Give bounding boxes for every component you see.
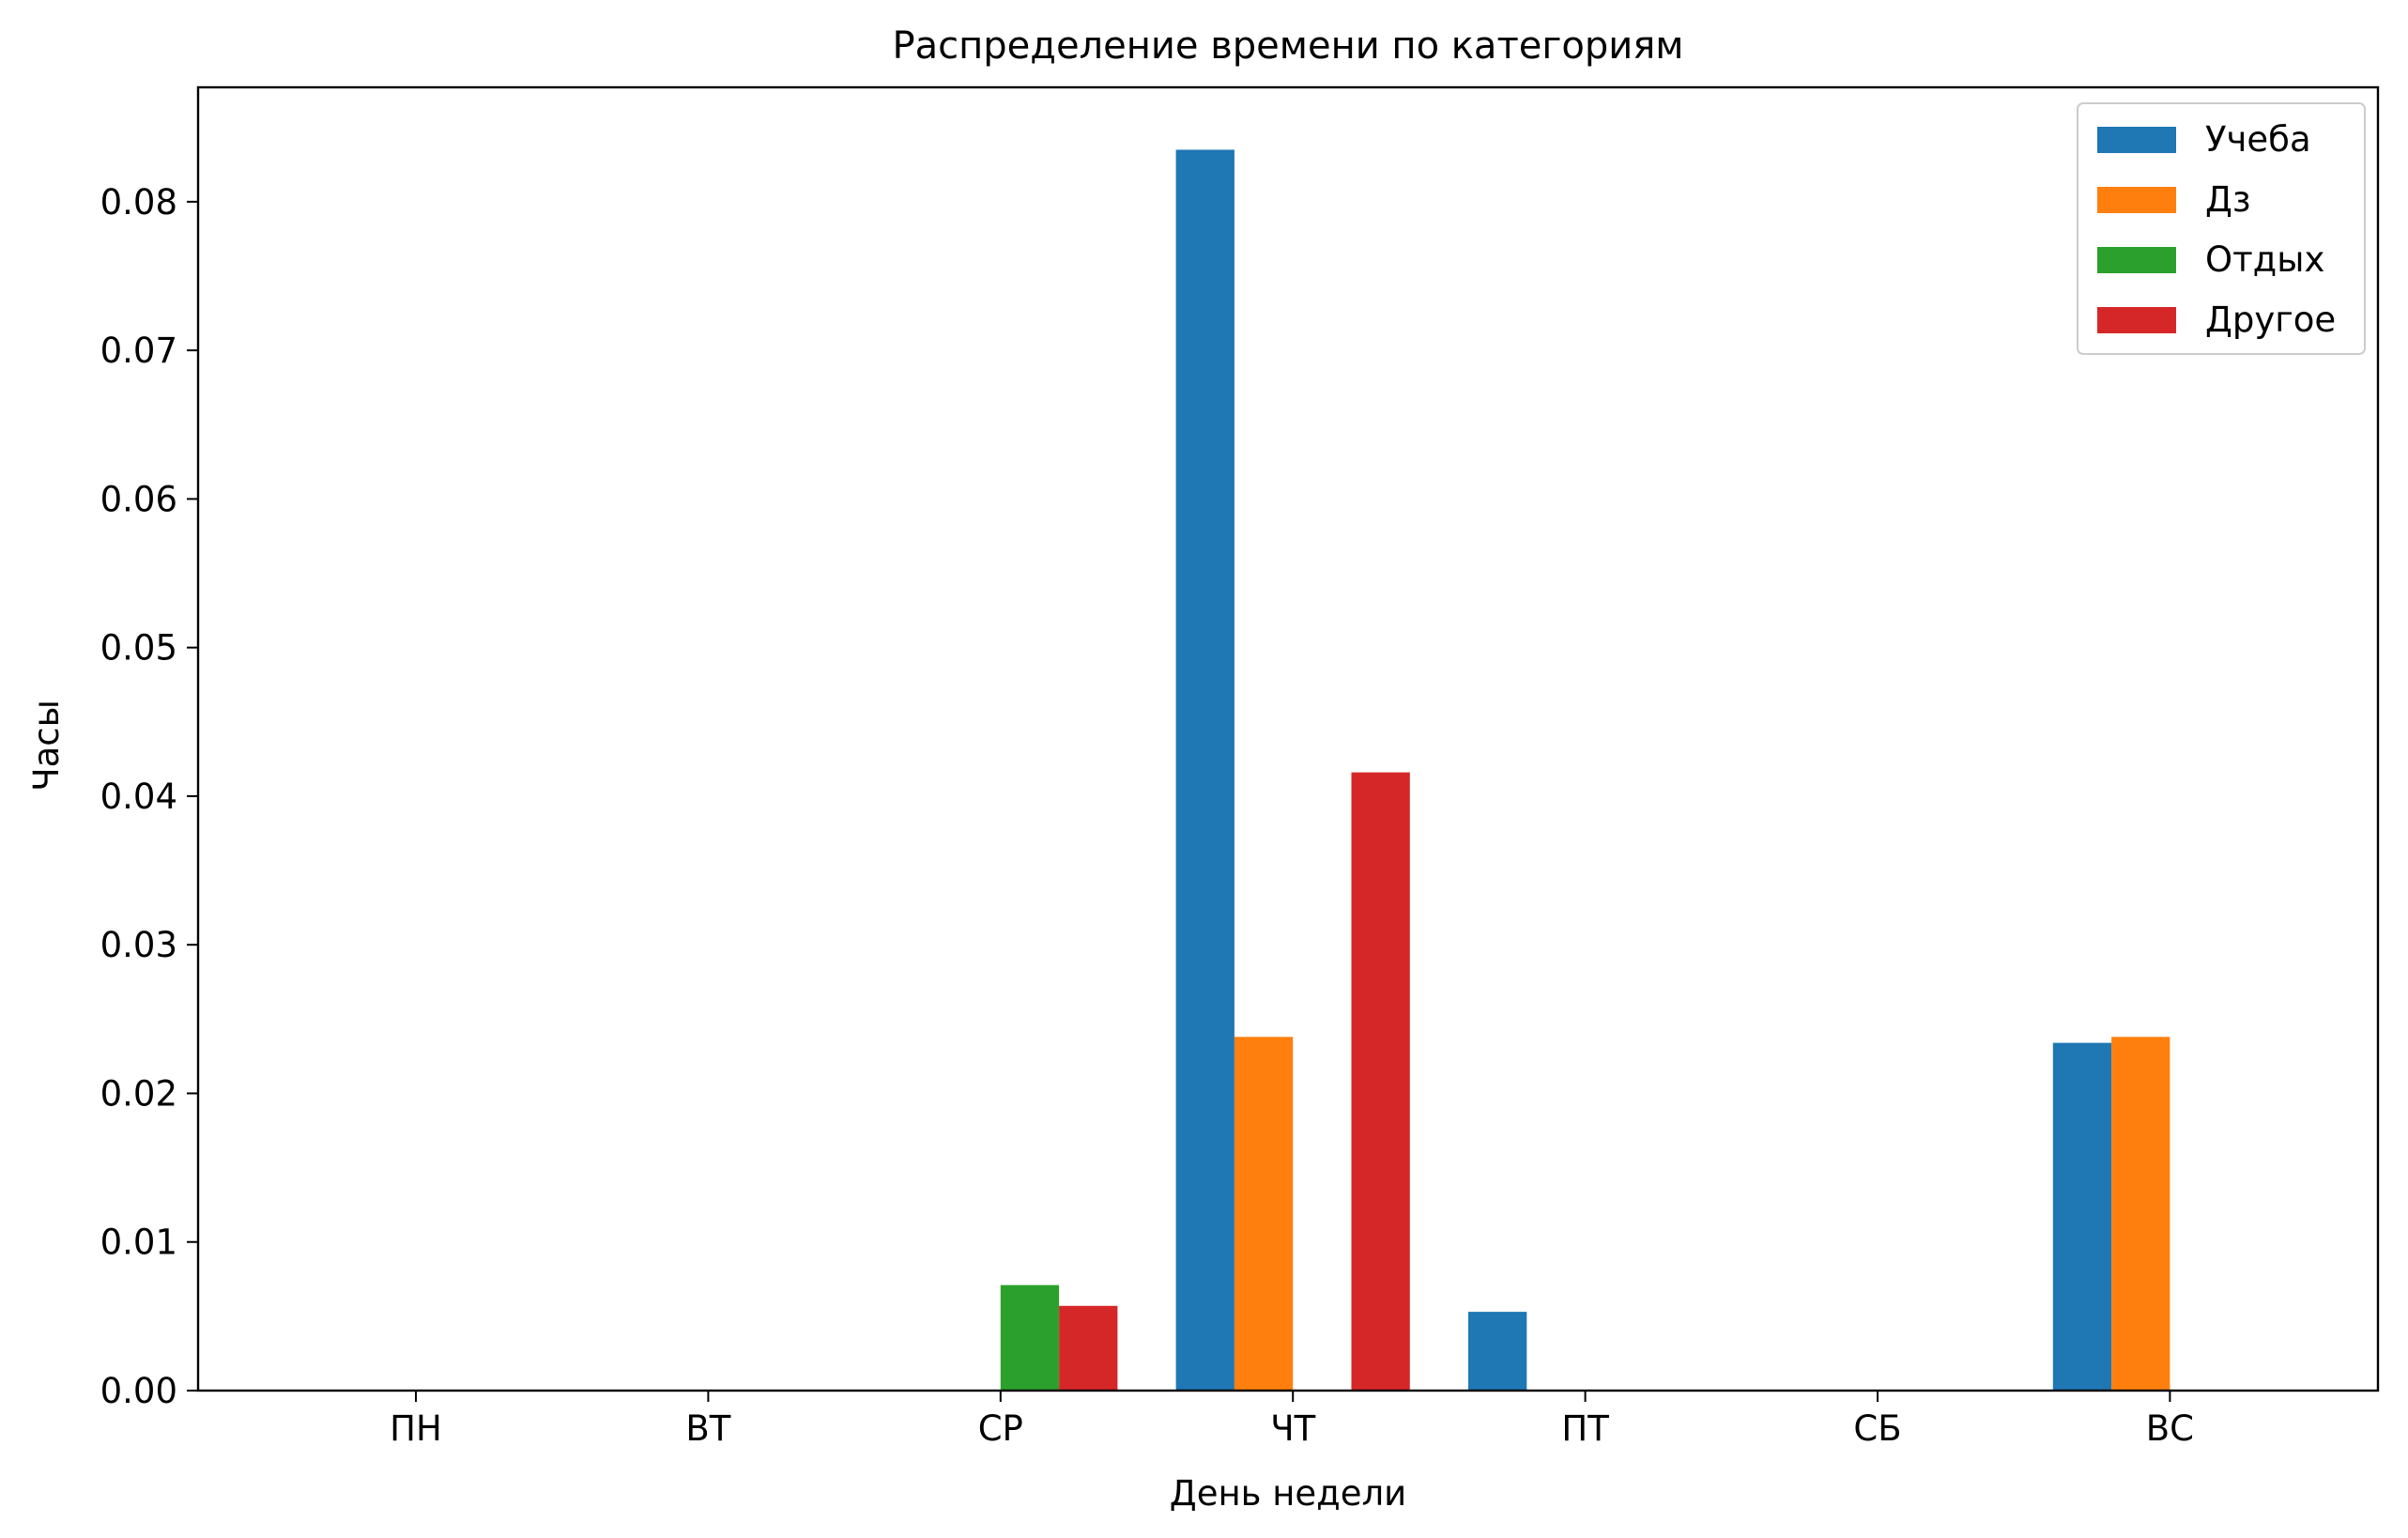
x-tick-label: ПН (390, 1408, 442, 1449)
y-tick-label: 0.07 (100, 331, 177, 371)
legend-swatch (2097, 247, 2176, 273)
bar-Дз-ЧТ (1234, 1037, 1294, 1391)
legend: Учеба Дз Отдых Другое (2077, 102, 2366, 355)
x-tick-label: СБ (1853, 1408, 1901, 1449)
bar-Учеба-ПТ (1468, 1312, 1527, 1391)
x-tick-label: ВТ (685, 1408, 730, 1449)
bars-layer (1000, 149, 2170, 1392)
plot-area-frame (196, 85, 2380, 1392)
y-tick-label: 0.03 (100, 925, 177, 965)
legend-box (2077, 102, 2366, 355)
x-axis-label: День недели (1170, 1473, 1406, 1514)
y-axis-label: Часы (26, 700, 67, 792)
x-tick-label: ВС (2146, 1408, 2194, 1449)
y-ticks: 0.00 0.01 0.02 0.03 0.04 0.05 0.06 0.07 0.08 (100, 182, 198, 1411)
bar-Учеба-ЧТ (1175, 149, 1235, 1392)
y-tick-label: 0.02 (100, 1073, 177, 1114)
y-tick-label: 0.05 (100, 628, 177, 669)
y-tick-label: 0.06 (100, 479, 177, 519)
legend-swatch (2097, 127, 2176, 153)
legend-swatch (2097, 187, 2176, 213)
bar-Учеба-ВС (2052, 1042, 2112, 1391)
x-tick-label: СР (978, 1408, 1023, 1449)
legend-label: Отдых (2205, 239, 2324, 280)
chart-title: Распределение времени по категориям (893, 24, 1684, 68)
bar-Дз-ВС (2111, 1037, 2170, 1391)
x-ticks: ПН ВТ СР ЧТ ПТ СБ ВС (390, 1391, 2194, 1449)
legend-label: Дз (2205, 179, 2251, 220)
legend-label: Другое (2205, 300, 2336, 340)
bar-Другое-СР (1059, 1305, 1118, 1391)
legend-swatch (2097, 307, 2176, 333)
bar-Отдых-СР (1000, 1284, 1060, 1391)
x-tick-label: ПТ (1561, 1408, 1609, 1449)
y-tick-label: 0.08 (100, 182, 177, 223)
x-tick-label: ЧТ (1270, 1408, 1315, 1449)
y-tick-label: 0.01 (100, 1223, 177, 1263)
legend-label: Учеба (2205, 119, 2311, 160)
y-tick-label: 0.00 (100, 1371, 177, 1411)
bar-Другое-ЧТ (1351, 772, 1410, 1391)
y-tick-label: 0.04 (100, 777, 177, 817)
